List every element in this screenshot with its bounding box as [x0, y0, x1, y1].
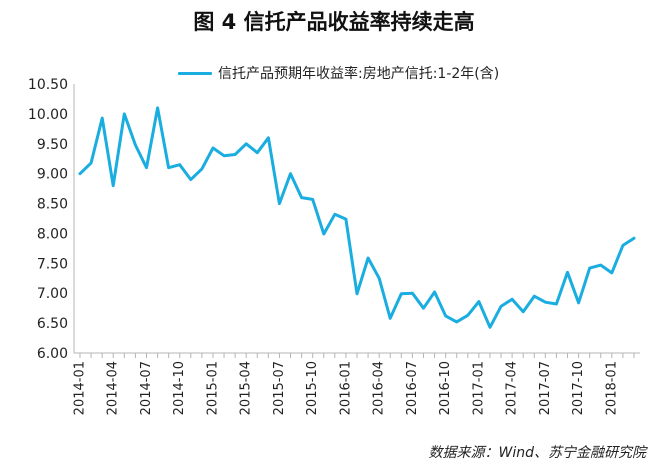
- x-tick-label: 2016-04: [372, 361, 387, 415]
- legend-label: 信托产品预期年收益率:房地产信托:1-2年(含): [218, 66, 500, 82]
- y-tick-label: 8.50: [37, 197, 68, 213]
- x-tick-label: 2017-01: [471, 361, 486, 415]
- x-tick-label: 2015-01: [205, 361, 220, 415]
- x-tick-label: 2014-07: [139, 361, 154, 415]
- x-tick-label: 2015-10: [305, 361, 320, 415]
- legend-line-swatch: [178, 71, 212, 75]
- x-tick-label: 2014-04: [106, 361, 121, 415]
- y-tick-label: 7.00: [37, 286, 68, 302]
- x-tick-label: 2016-10: [438, 361, 453, 415]
- series-line: [78, 106, 636, 329]
- x-tick-label: 2017-10: [571, 361, 586, 415]
- y-tick-label: 6.00: [37, 346, 68, 362]
- x-tick-label: 2016-07: [405, 361, 420, 415]
- source-note: 数据来源：Wind、苏宁金融研究院: [428, 445, 647, 461]
- y-tick-label: 7.50: [37, 256, 68, 272]
- y-tick-label: 9.50: [37, 137, 68, 153]
- x-tick-label: 2017-04: [505, 361, 520, 415]
- y-tick-label: 9.00: [37, 167, 68, 183]
- x-tick-label: 2016-01: [338, 361, 353, 415]
- x-tick-label: 2015-07: [272, 361, 287, 415]
- x-tick-label: 2014-01: [73, 361, 88, 415]
- y-tick-label: 8.00: [37, 226, 68, 242]
- x-tick-label: 2018-01: [604, 361, 619, 415]
- y-tick-label: 10.50: [28, 77, 68, 93]
- figure-title: 图 4 信托产品收益率持续走高: [193, 10, 475, 34]
- x-tick-label: 2014-10: [172, 361, 187, 415]
- legend: 信托产品预期年收益率:房地产信托:1-2年(含): [178, 63, 499, 83]
- y-tick-label: 10.00: [28, 107, 68, 123]
- x-tick-label: 2017-07: [538, 361, 553, 415]
- x-tick-label: 2015-04: [239, 361, 254, 415]
- y-tick-label: 6.50: [37, 316, 68, 332]
